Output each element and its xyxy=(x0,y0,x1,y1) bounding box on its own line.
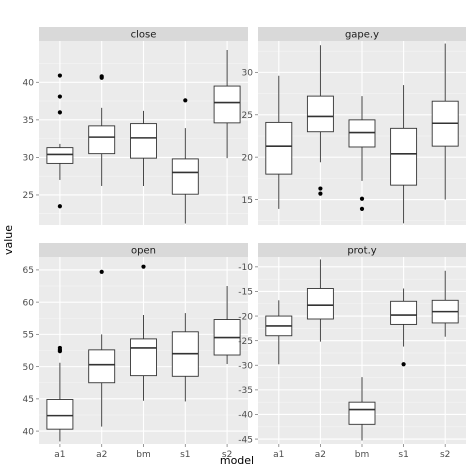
box-iqr xyxy=(390,127,418,186)
outlier-point xyxy=(99,269,104,274)
box-a2 xyxy=(306,259,334,342)
facet-strip xyxy=(258,243,466,257)
y-tick-label: 50 xyxy=(23,363,35,373)
box-iqr xyxy=(348,119,376,148)
x-axis-title: model xyxy=(220,454,254,467)
box-iqr xyxy=(306,95,334,133)
y-tick-label: 55 xyxy=(23,331,34,341)
box-a1 xyxy=(46,345,74,442)
box-iqr xyxy=(171,158,199,195)
box-s2 xyxy=(213,50,241,159)
box-iqr xyxy=(88,349,116,384)
y-tick-label: 35 xyxy=(23,116,34,126)
box-s1 xyxy=(171,98,199,224)
outlier-point xyxy=(57,94,63,99)
box-iqr xyxy=(130,123,157,159)
y-tick-label: -35 xyxy=(238,386,253,396)
facet-strip xyxy=(39,243,248,257)
y-tick-label: 60 xyxy=(23,298,35,308)
y-axis-title: value xyxy=(2,225,15,255)
box-bm xyxy=(348,377,376,441)
y-tick-label: 25 xyxy=(23,191,34,201)
box-iqr xyxy=(46,147,74,164)
x-tick-label: a1 xyxy=(273,450,284,460)
box-a1 xyxy=(265,75,293,209)
box-s2 xyxy=(431,43,459,200)
y-tick-label: 20 xyxy=(242,153,254,163)
x-tick-label: s1 xyxy=(180,450,190,460)
outlier-point xyxy=(318,191,323,196)
box-s1 xyxy=(390,288,418,367)
outlier-point xyxy=(99,74,104,79)
facet-strip xyxy=(39,27,248,41)
y-tick-label: 15 xyxy=(242,196,253,206)
x-tick-label: a2 xyxy=(315,450,326,460)
x-tick-label: a2 xyxy=(96,450,107,460)
box-iqr xyxy=(265,121,293,175)
box-iqr xyxy=(390,300,418,325)
box-bm xyxy=(348,96,376,211)
facet-panel-open: open 40 45 50 55 60 65 a1 a2 bm s1 s2 xyxy=(23,243,248,460)
outlier-point xyxy=(57,345,63,351)
outlier-point xyxy=(359,196,365,201)
outlier-point xyxy=(57,204,63,209)
facet-strip-label: gape.y xyxy=(345,30,379,41)
facet-panel-close: close 25 30 35 40 xyxy=(23,27,248,225)
box-a1 xyxy=(46,73,74,209)
box-s2 xyxy=(213,286,241,365)
box-a2 xyxy=(88,74,116,186)
x-tick-label: s1 xyxy=(398,450,408,460)
box-iqr xyxy=(306,288,334,320)
box-iqr xyxy=(348,401,376,425)
box-bm xyxy=(130,264,157,401)
facet-strip xyxy=(258,27,466,41)
y-tick-label: 65 xyxy=(23,266,34,276)
outlier-point xyxy=(183,98,188,103)
y-tick-label: 40 xyxy=(23,427,35,437)
box-a1 xyxy=(265,300,293,365)
x-tick-label: s2 xyxy=(440,450,450,460)
box-a2 xyxy=(88,269,116,427)
panels-layer: close 25 30 35 40 gape.y 15 20 25 30 open 40 45 50 55 6… xyxy=(23,27,466,460)
y-tick-label: -25 xyxy=(238,337,253,347)
x-tick-label: bm xyxy=(136,450,150,460)
y-tick-label: -40 xyxy=(238,411,253,421)
y-tick-label: -15 xyxy=(238,288,253,298)
y-tick-label: -30 xyxy=(238,361,253,371)
x-tick-label: bm xyxy=(355,450,369,460)
box-iqr xyxy=(88,125,116,155)
facet-panel-prot-y: prot.y -45 -40 -35 -30 -25 -20 -15 -10 a1 a2 bm s1 s2 xyxy=(238,243,466,460)
outlier-point xyxy=(141,264,146,269)
box-iqr xyxy=(46,399,74,430)
box-s1 xyxy=(390,85,418,224)
box-bm xyxy=(130,110,157,186)
y-tick-label: 30 xyxy=(242,69,254,79)
x-tick-label: a1 xyxy=(54,450,65,460)
outlier-point xyxy=(401,362,406,367)
outlier-point xyxy=(359,206,365,211)
facet-strip-label: prot.y xyxy=(347,246,376,257)
box-s1 xyxy=(171,313,199,402)
y-tick-label: -10 xyxy=(238,263,253,273)
outlier-point xyxy=(318,186,323,191)
box-iqr xyxy=(130,338,157,377)
y-tick-label: 45 xyxy=(23,395,34,405)
facet-panel-gape-y: gape.y 15 20 25 30 xyxy=(242,27,466,225)
y-tick-label: 30 xyxy=(23,154,35,164)
outlier-point xyxy=(57,73,63,78)
facet-strip-label: close xyxy=(131,30,157,41)
box-s2 xyxy=(431,270,459,337)
y-tick-label: -20 xyxy=(238,312,253,322)
y-tick-label: -45 xyxy=(238,435,253,445)
y-tick-label: 40 xyxy=(23,79,35,89)
facet-strip-label: open xyxy=(131,246,156,257)
box-a2 xyxy=(306,45,334,196)
y-tick-label: 25 xyxy=(242,111,253,121)
outlier-point xyxy=(57,110,63,115)
x-tick-label: s2 xyxy=(222,450,232,460)
box-iqr xyxy=(213,85,241,124)
